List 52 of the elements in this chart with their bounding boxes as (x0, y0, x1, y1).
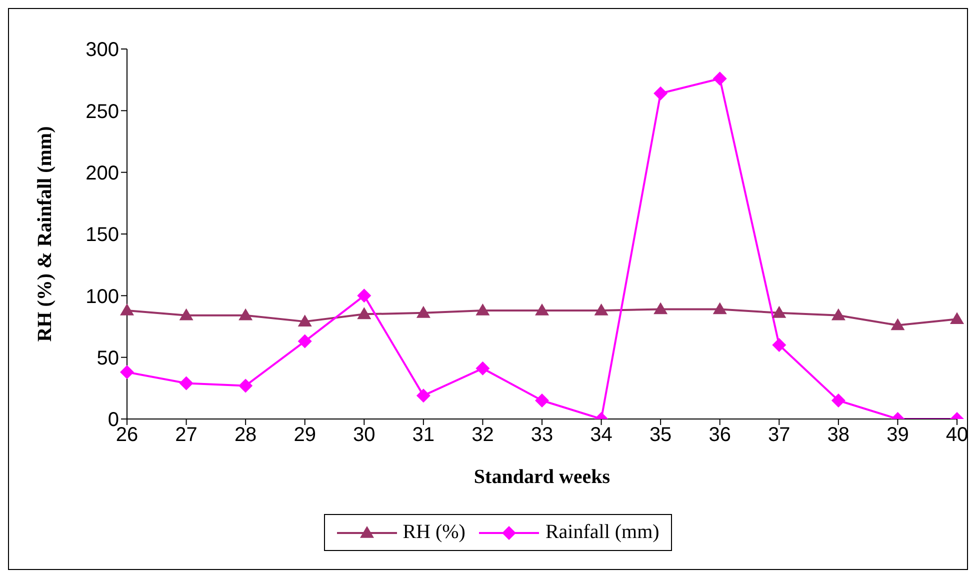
x-tick-label: 30 (353, 424, 376, 446)
x-tick-label: 35 (649, 424, 672, 446)
point (831, 394, 846, 408)
x-tick-label: 27 (175, 424, 198, 446)
x-tick-label: 31 (412, 424, 435, 446)
legend-label: Rainfall (mm) (544, 521, 660, 544)
point (594, 303, 608, 316)
point (535, 303, 549, 316)
y-tick-label: 50 (96, 347, 119, 370)
point (950, 312, 964, 324)
point (476, 303, 490, 316)
x-tick-label: 36 (708, 424, 731, 446)
point (535, 394, 549, 408)
point (298, 334, 312, 348)
y-tick-label: 200 (86, 162, 119, 184)
point (179, 308, 194, 320)
point (120, 303, 134, 316)
point (298, 314, 312, 326)
y-axis-title: RH (%) & Rainfall (mm) (34, 126, 56, 342)
point (179, 376, 194, 390)
point (416, 388, 430, 403)
point (831, 308, 846, 320)
point (476, 361, 490, 376)
y-tick-label: 300 (86, 39, 119, 62)
point (712, 302, 727, 314)
point (238, 308, 253, 320)
point (654, 86, 668, 100)
x-tick-label: 33 (530, 424, 554, 446)
point (712, 72, 727, 86)
y-tick-label: 100 (86, 286, 119, 308)
point (654, 302, 668, 314)
legend-label: RH (%) (402, 521, 466, 544)
x-tick-label: 29 (294, 424, 316, 446)
point (890, 318, 905, 330)
x-tick-label: 32 (472, 424, 494, 446)
point (357, 288, 372, 303)
x-tick-label: 37 (768, 424, 790, 446)
x-tick-label: 34 (590, 424, 612, 446)
point (238, 378, 253, 393)
x-tick-label: 40 (946, 424, 968, 446)
point (120, 365, 134, 380)
point (357, 307, 372, 320)
point (772, 338, 786, 352)
x-tick-label: 26 (116, 424, 138, 446)
point (416, 306, 430, 318)
x-tick-label: 39 (886, 424, 909, 446)
x-tick-label: 28 (234, 424, 257, 446)
point (772, 306, 786, 318)
y-tick-label: 250 (86, 100, 119, 123)
y-tick-label: 150 (86, 224, 119, 246)
x-tick-label: 38 (827, 424, 850, 446)
x-axis-title: Standard weeks (474, 466, 610, 488)
